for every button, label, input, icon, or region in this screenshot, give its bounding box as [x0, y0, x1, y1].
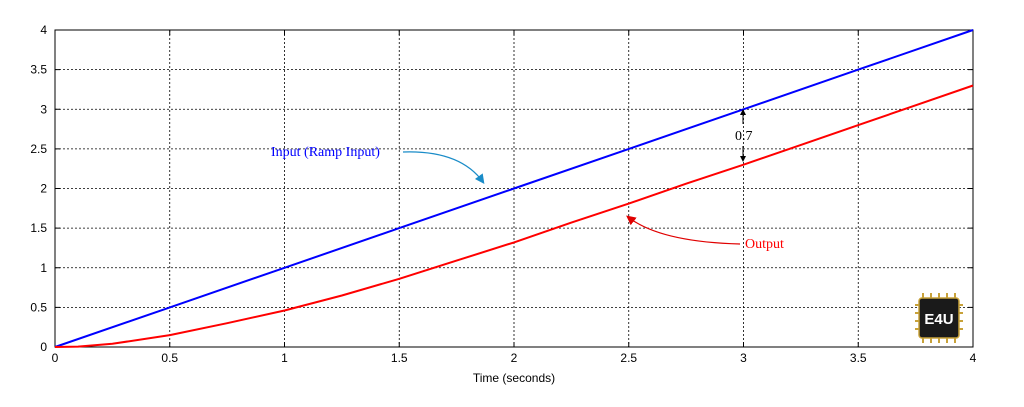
y-tick-label: 3 — [40, 102, 47, 116]
x-tick-label: 2.5 — [620, 351, 637, 365]
x-tick-label: 2 — [511, 351, 518, 365]
y-tick-label: 1 — [40, 261, 47, 275]
x-tick-label: 1 — [281, 351, 288, 365]
y-tick-label: 0 — [40, 340, 47, 354]
input-annotation: Input (Ramp Input) — [271, 145, 380, 160]
series-line-input — [54, 29, 974, 348]
x-tick-label: 3.5 — [850, 351, 867, 365]
x-tick-label: 0.5 — [161, 351, 178, 365]
y-tick-label: 3.5 — [30, 63, 47, 77]
gap-annotation: 0.7 — [735, 129, 753, 144]
ticks: 0 0.5 1 1.5 2 2.5 3 3.5 4 0 0.5 1 1.5 2 2.5 3 3.5 4 — [30, 23, 976, 365]
y-tick-label: 0.5 — [30, 300, 47, 314]
x-tick-label: 4 — [970, 351, 977, 365]
output-annotation: Output — [745, 237, 784, 252]
x-tick-label: 3 — [740, 351, 747, 365]
grid — [55, 30, 973, 347]
x-tick-label: 1.5 — [391, 351, 408, 365]
series-line-output — [54, 84, 974, 348]
output-annotation-arrow — [626, 215, 741, 245]
y-tick-label: 4 — [40, 23, 47, 37]
logo-text: E4U — [924, 311, 953, 328]
y-tick-label: 2.5 — [30, 142, 47, 156]
y-tick-label: 1.5 — [30, 221, 47, 235]
e4u-logo: E4U — [915, 293, 963, 343]
x-axis-label: Time (seconds) — [473, 371, 555, 385]
x-tick-label: 0 — [52, 351, 59, 365]
y-tick-label: 2 — [40, 182, 47, 196]
series — [54, 29, 974, 348]
annotations: Input (Ramp Input) Output 0.7 — [271, 109, 784, 252]
input-annotation-arrow — [402, 151, 485, 184]
